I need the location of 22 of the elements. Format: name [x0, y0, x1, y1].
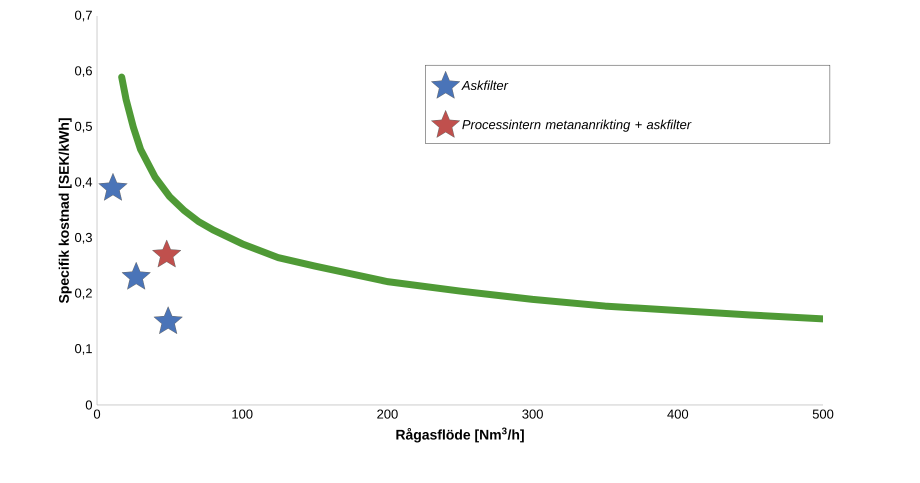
y-tick-label: 0,5 — [74, 122, 92, 132]
y-tick-label: 0,3 — [74, 232, 92, 244]
legend-label: Processintern metananrikting + askfilter — [462, 120, 692, 132]
legend-label: Askfilter — [461, 80, 508, 90]
y-tick-label: 0,7 — [74, 10, 92, 22]
y-tick-label: 0,2 — [74, 288, 92, 300]
x-tick-label: 200 — [377, 409, 398, 419]
point — [152, 240, 182, 268]
y-axis-title: Specifik kostnad [SEK/kWh] — [58, 118, 72, 304]
point — [98, 173, 128, 201]
y-tick-label: 0,6 — [74, 66, 92, 77]
x-tick-label: 500 — [812, 409, 834, 419]
point — [154, 306, 183, 334]
point — [122, 262, 151, 290]
x-axis-title: Rågasflöde [Nm$^{3}$/h] — [396, 428, 524, 442]
x-tick-label: 0 — [94, 409, 100, 419]
x-tick-label: 400 — [667, 409, 688, 419]
x-tick-label: 300 — [522, 409, 543, 419]
y-tick-label: 0 — [86, 400, 92, 410]
y-tick-label: 0,4 — [74, 177, 92, 188]
x-tick-label: 100 — [232, 409, 253, 419]
y-tick-label: 0,1 — [74, 344, 92, 355]
